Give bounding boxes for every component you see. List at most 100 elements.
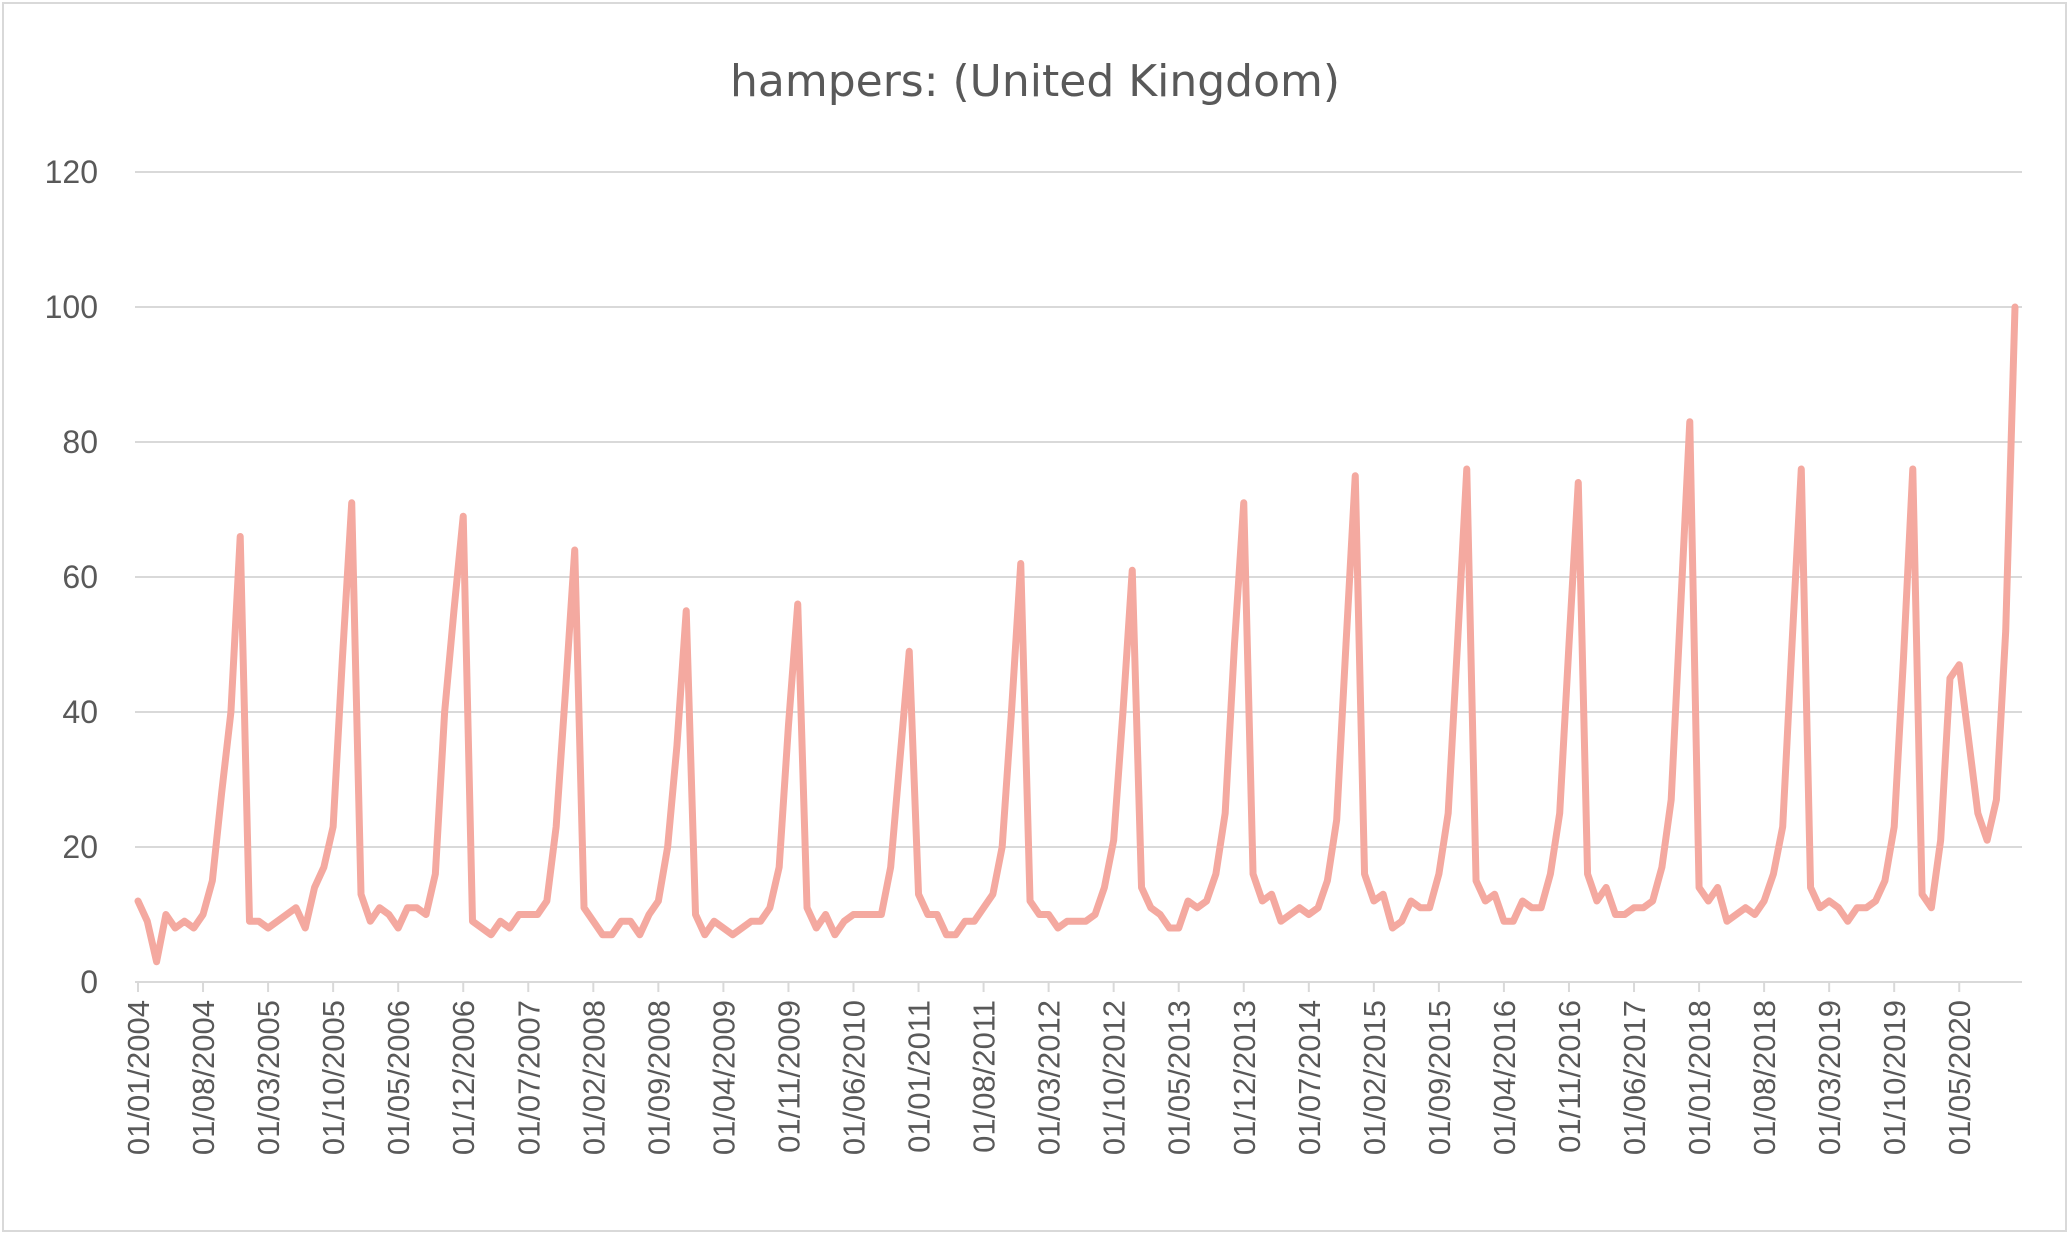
data-point xyxy=(135,898,141,904)
data-point xyxy=(1966,736,1972,742)
chart-title: hampers: (United Kingdom) xyxy=(730,56,1340,107)
data-point xyxy=(2003,628,2009,634)
data-point xyxy=(349,500,355,506)
data-point xyxy=(581,905,587,911)
data-point xyxy=(1928,905,1934,911)
data-point xyxy=(1222,810,1228,816)
x-tick-label: 01/08/2004 xyxy=(186,1000,221,1155)
data-point xyxy=(442,709,448,715)
data-point xyxy=(962,918,968,924)
data-point xyxy=(191,925,197,931)
data-point xyxy=(1408,898,1414,904)
data-point xyxy=(804,905,810,911)
data-point xyxy=(395,925,401,931)
data-point xyxy=(1975,810,1981,816)
data-point xyxy=(1148,905,1154,911)
x-tick-label: 01/09/2008 xyxy=(641,1000,676,1155)
data-point xyxy=(423,912,429,918)
data-point xyxy=(1399,918,1405,924)
data-point xyxy=(1083,918,1089,924)
data-point xyxy=(590,918,596,924)
x-tick-label: 01/02/2015 xyxy=(1357,1000,1392,1155)
data-point xyxy=(665,844,671,850)
data-point xyxy=(1204,898,1210,904)
data-point xyxy=(1882,878,1888,884)
x-tick-label: 01/05/2013 xyxy=(1162,1000,1197,1155)
data-point xyxy=(377,905,383,911)
data-point xyxy=(1278,918,1284,924)
data-point xyxy=(1185,898,1191,904)
data-point xyxy=(1129,567,1135,573)
data-point xyxy=(358,891,364,897)
data-point xyxy=(1817,905,1823,911)
x-tick-label: 01/10/2012 xyxy=(1097,1000,1132,1155)
data-point xyxy=(776,864,782,870)
data-point xyxy=(1334,817,1340,823)
data-point xyxy=(572,547,578,553)
x-tick-label: 01/05/2006 xyxy=(381,1000,416,1155)
data-point xyxy=(1891,824,1897,830)
data-point xyxy=(163,912,169,918)
data-point xyxy=(1780,824,1786,830)
data-point xyxy=(730,932,736,938)
data-point xyxy=(1547,871,1553,877)
data-point xyxy=(1789,642,1795,648)
data-point xyxy=(1687,419,1693,425)
data-point xyxy=(1092,912,1098,918)
data-point xyxy=(888,864,894,870)
x-axis: 01/01/2004 01/08/2004 01/03/2005 01/10/2005… xyxy=(121,981,2022,1155)
x-tick-label: 01/06/2010 xyxy=(836,1000,871,1155)
y-tick-label: 80 xyxy=(62,424,98,460)
line-chart: hampers: (United Kingdom) 0 20 40 60 80 100 12… xyxy=(45,56,2022,1155)
data-point xyxy=(1743,905,1749,911)
x-tick-label: 01/01/2004 xyxy=(121,1000,156,1155)
y-tick-label: 60 xyxy=(62,559,98,595)
data-point xyxy=(219,790,225,796)
data-point xyxy=(330,824,336,830)
data-point xyxy=(609,932,615,938)
data-point xyxy=(535,912,541,918)
data-point xyxy=(1297,905,1303,911)
x-tick-label: 01/10/2005 xyxy=(316,1000,351,1155)
data-point xyxy=(711,918,717,924)
data-point xyxy=(1529,905,1535,911)
data-point xyxy=(1324,878,1330,884)
data-point xyxy=(1027,898,1033,904)
data-point xyxy=(1473,878,1479,884)
data-point xyxy=(172,925,178,931)
x-tick-label: 01/07/2014 xyxy=(1292,1000,1327,1155)
data-point xyxy=(1101,885,1107,891)
series-line xyxy=(134,303,2019,966)
x-tick-label: 01/01/2011 xyxy=(902,1000,937,1153)
data-point xyxy=(1343,642,1349,648)
data-point xyxy=(618,918,624,924)
data-point xyxy=(404,905,410,911)
data-point xyxy=(655,898,661,904)
data-point xyxy=(1259,898,1265,904)
data-point xyxy=(1510,918,1516,924)
data-point xyxy=(312,885,318,891)
data-point xyxy=(1362,871,1368,877)
data-point xyxy=(367,918,373,924)
data-point xyxy=(1603,885,1609,891)
x-tick-label: 01/10/2019 xyxy=(1877,1000,1912,1155)
data-point xyxy=(302,925,308,931)
x-tick-label: 01/03/2005 xyxy=(251,1000,286,1155)
data-point xyxy=(1677,608,1683,614)
data-point xyxy=(562,689,568,695)
x-tick-label: 01/11/2016 xyxy=(1552,1000,1587,1153)
data-point xyxy=(1845,918,1851,924)
data-point xyxy=(544,898,550,904)
data-point xyxy=(321,864,327,870)
y-tick-label: 20 xyxy=(62,829,98,865)
data-point xyxy=(1938,837,1944,843)
data-point xyxy=(850,912,856,918)
data-point xyxy=(869,912,875,918)
x-tick-label: 01/04/2009 xyxy=(706,1000,741,1155)
data-point xyxy=(916,891,922,897)
data-point xyxy=(256,918,262,924)
data-point xyxy=(860,912,866,918)
data-point xyxy=(1733,912,1739,918)
data-point xyxy=(525,912,531,918)
